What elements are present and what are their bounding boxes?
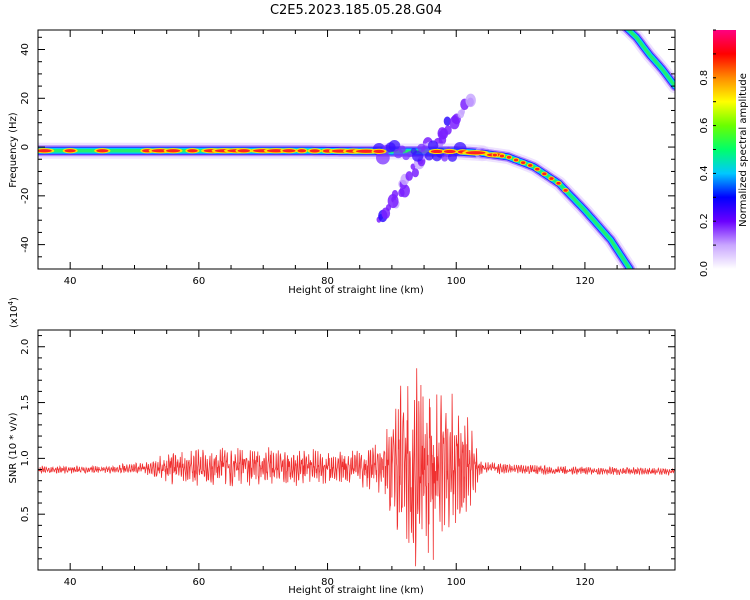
carrier-hotspot-core xyxy=(309,149,320,153)
curve-hotspot-core xyxy=(513,158,519,162)
carrier-hotspot-core xyxy=(373,149,385,153)
carrier-turbulence-blob xyxy=(375,150,390,165)
x-tick-label: 40 xyxy=(64,276,77,287)
colorbar-tick-label: 0.0 xyxy=(699,261,710,277)
descending-curve-band xyxy=(478,149,634,269)
x-tick-label: 60 xyxy=(192,577,205,588)
carrier-turbulence-blob xyxy=(424,151,434,161)
snr-series-line xyxy=(38,368,675,567)
colorbar-label: Normalized spectral amplitude xyxy=(738,73,749,227)
curve-hotspot-core xyxy=(556,181,561,185)
snr-frame xyxy=(37,329,676,571)
diagonal-branch-blob xyxy=(405,171,413,181)
snr-x-ticks: 40 60 80 100 120 xyxy=(37,330,650,588)
descending-curve-band xyxy=(479,150,633,269)
x-tick-label: 100 xyxy=(447,276,466,287)
colorbar-ticks: 0.0 0.2 0.4 0.6 0.8 xyxy=(699,29,716,277)
y-tick-label: 0.5 xyxy=(20,506,31,522)
carrier-hotspot-core xyxy=(355,149,377,153)
x-tick-label: 80 xyxy=(321,276,334,287)
y-tick-label: -20 xyxy=(20,188,31,204)
descending-curve-band xyxy=(474,146,638,269)
curve-hotspot-core xyxy=(549,177,554,180)
carrier-hotspot-core xyxy=(64,149,76,153)
snr-panel: 40 60 80 100 120 2.0 1.5 1.0 0.5 Height of stra… xyxy=(7,297,676,596)
carrier-hotspot-core xyxy=(430,149,444,154)
diagonal-branch-blob xyxy=(391,190,399,199)
curve-hotspot-core xyxy=(520,161,526,165)
colorbar-tick-label: 0.2 xyxy=(699,213,710,229)
spectrogram-frame xyxy=(37,29,676,270)
carrier-hotspot-core xyxy=(297,149,307,153)
y-tick-label: 20 xyxy=(20,92,31,105)
carrier-hotspot-core xyxy=(166,149,181,153)
carrier-turbulence-blob xyxy=(427,140,439,151)
curve-hotspot-core xyxy=(499,154,505,158)
y-tick-label: -40 xyxy=(20,236,31,252)
y-tick-label: 2.0 xyxy=(20,339,31,355)
diagonal-branch-blob xyxy=(411,168,419,178)
colorbar-gradient xyxy=(713,30,736,269)
diagonal-branch-blob xyxy=(451,115,458,124)
carrier-turbulence-blob xyxy=(398,145,406,153)
y-tick-label: 40 xyxy=(20,43,31,56)
diagonal-branch-blob xyxy=(465,93,476,108)
carrier-hotspot-core xyxy=(443,149,456,154)
carrier-hotspot-core xyxy=(187,149,198,153)
snr-y-label: SNR (10 * v/v) xyxy=(8,412,19,483)
curve-hotspot-core xyxy=(542,172,547,176)
y-tick-label: 1.0 xyxy=(20,450,31,466)
x-tick-label: 80 xyxy=(321,577,334,588)
x-tick-label: 100 xyxy=(447,577,466,588)
carrier-hotspot-core xyxy=(282,149,296,153)
spectrogram-panel: 40 60 80 100 120 40 20 0 -20 -40 Height of strai… xyxy=(8,29,676,296)
colorbar-tick-label: 0.6 xyxy=(699,118,710,134)
spectrogram-x-ticks: 40 60 80 100 120 xyxy=(37,30,650,287)
carrier-hotspot-core xyxy=(465,151,486,155)
descending-curve-band xyxy=(480,151,632,269)
spectrogram-traces xyxy=(38,30,675,269)
descending-curve-band xyxy=(477,148,635,269)
curve-hotspot-core xyxy=(528,163,533,167)
carrier-hotspot-core xyxy=(96,149,109,153)
figure-title: C2E5.2023.185.05.28.G04 xyxy=(270,3,442,18)
carrier-turbulence-blob xyxy=(411,150,424,162)
y-tick-label: 1.5 xyxy=(20,395,31,411)
colorbar: 0.0 0.2 0.4 0.6 0.8 Normalized spectral ampl… xyxy=(699,29,749,277)
spectrogram-x-label: Height of straight line (km) xyxy=(288,285,424,296)
x-tick-label: 120 xyxy=(575,577,594,588)
spectrogram-y-label: Frequency (Hz) xyxy=(8,112,19,188)
x-tick-label: 120 xyxy=(575,276,594,287)
colorbar-tick-label: 0.4 xyxy=(699,165,710,181)
curve-hotspot-core xyxy=(563,188,568,192)
top-right-curve-band xyxy=(626,30,675,88)
snr-multiplier: (x104) xyxy=(7,297,20,328)
colorbar-tick-label: 0.8 xyxy=(699,70,710,86)
diagonal-branch-blob xyxy=(444,125,452,135)
diagonal-branch-blob xyxy=(460,108,465,115)
spectrogram-y-ticks: 40 20 0 -20 -40 xyxy=(20,36,675,270)
x-tick-label: 60 xyxy=(192,276,205,287)
curve-hotspot-core xyxy=(506,155,512,159)
y-tick-label: 0 xyxy=(20,144,31,150)
diagonal-branch-blob xyxy=(443,116,451,126)
carrier-hotspot-core xyxy=(38,149,52,153)
x-tick-label: 40 xyxy=(64,577,77,588)
carrier-hotspot-core xyxy=(237,149,251,153)
diagonal-branch-blob xyxy=(410,163,416,170)
curve-hotspot-core xyxy=(492,153,498,157)
snr-y-ticks: 2.0 1.5 1.0 0.5 xyxy=(20,335,675,560)
curve-hotspot-core xyxy=(535,167,540,171)
snr-x-label: Height of straight line (km) xyxy=(288,585,424,596)
